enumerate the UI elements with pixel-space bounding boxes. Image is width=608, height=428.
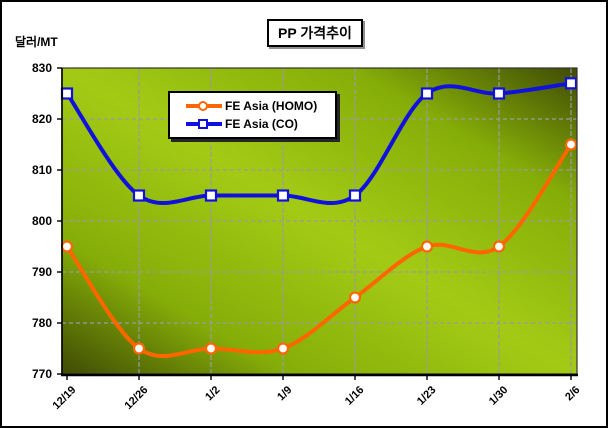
data-point-marker: [276, 342, 290, 355]
x-axis-tick-label: 1/23: [414, 384, 439, 408]
y-axis-tick-label: 820: [31, 112, 52, 126]
x-axis-tick-label: 12/26: [122, 384, 151, 412]
legend-label: FE Asia (HOMO): [225, 99, 318, 113]
y-axis-tick-label: 790: [31, 265, 52, 279]
data-point-marker: [348, 189, 362, 202]
y-axis-tick-label: 830: [31, 61, 52, 75]
circle-marker-icon: [198, 101, 208, 111]
chart-title: PP 가격추이: [267, 19, 363, 47]
square-marker-icon: [198, 119, 208, 129]
data-point-marker: [132, 189, 146, 202]
data-point-marker: [60, 240, 74, 253]
legend-swatch-homo: [186, 99, 222, 113]
x-axis-tick-label: 12/19: [50, 384, 79, 412]
legend-item-co[interactable]: FE Asia (CO): [186, 115, 333, 133]
data-point-marker: [564, 138, 578, 151]
x-axis-tick-label: 1/16: [342, 384, 367, 408]
data-point-marker: [204, 189, 218, 202]
data-point-marker: [564, 77, 578, 90]
x-axis-tick-label: 1/30: [486, 384, 511, 408]
x-axis-tick-label: 1/9: [275, 384, 295, 404]
data-point-marker: [204, 342, 218, 355]
data-point-marker: [492, 240, 506, 253]
y-axis-title: 달러/MT: [15, 35, 58, 49]
legend-swatch-co: [186, 117, 222, 131]
y-axis-tick-label: 770: [31, 367, 52, 381]
data-point-marker: [60, 87, 74, 100]
legend-label: FE Asia (CO): [225, 117, 298, 131]
data-point-marker: [420, 240, 434, 253]
y-axis-tick-label: 800: [31, 214, 52, 228]
legend-item-homo[interactable]: FE Asia (HOMO): [186, 97, 333, 115]
legend[interactable]: FE Asia (HOMO) FE Asia (CO): [168, 91, 337, 139]
x-axis-tick-label: 1/2: [203, 384, 223, 404]
y-axis-tick-label: 810: [31, 163, 52, 177]
data-point-marker: [276, 189, 290, 202]
data-point-marker: [348, 291, 362, 304]
data-point-marker: [492, 87, 506, 100]
x-axis-tick-label: 2/6: [563, 384, 583, 404]
data-point-marker: [132, 342, 146, 355]
data-point-marker: [420, 87, 434, 100]
y-axis-tick-label: 780: [31, 316, 52, 330]
